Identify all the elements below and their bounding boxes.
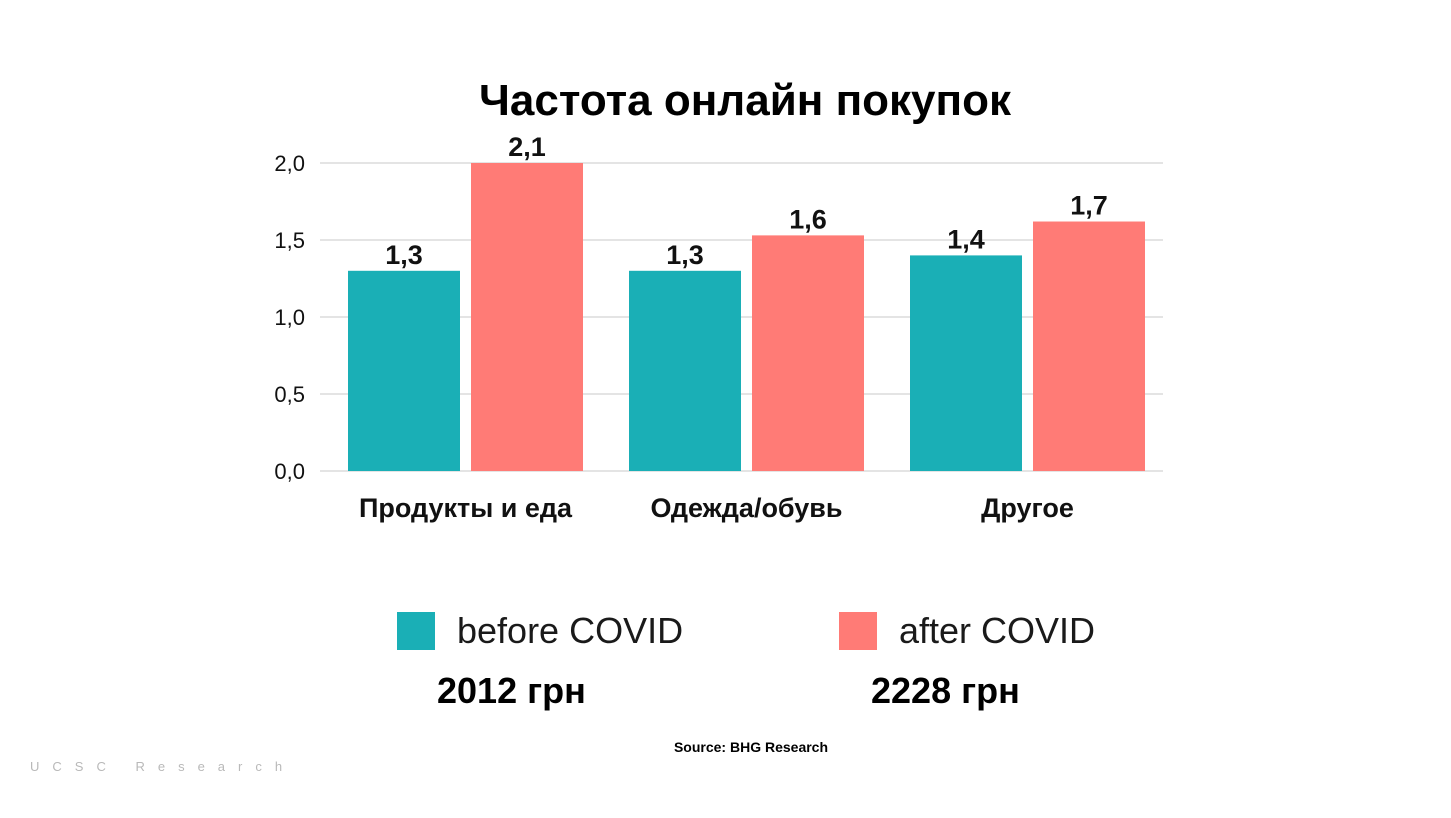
- legend-after-label: after COVID: [899, 610, 1096, 651]
- chart-title: Частота онлайн покупок: [479, 76, 1012, 125]
- legend-after-swatch: [839, 612, 877, 650]
- y-tick-label: 0,0: [274, 459, 305, 484]
- data-label: 1,7: [1070, 191, 1108, 221]
- y-tick-label: 2,0: [274, 151, 305, 176]
- legend-before-swatch: [397, 612, 435, 650]
- bar-before-2: [910, 255, 1022, 471]
- category-labels: Продукты и еда Одежда/обувь Другое: [359, 493, 1074, 523]
- category-label: Одежда/обувь: [651, 493, 843, 523]
- data-label: 1,3: [666, 240, 704, 270]
- gridlines: [320, 162, 1163, 472]
- bars: [348, 163, 1145, 471]
- data-label: 1,4: [947, 224, 985, 254]
- bar-after-0: [471, 163, 583, 471]
- legend-before: before COVID: [397, 610, 683, 652]
- source-note: Source: BHG Research: [673, 739, 829, 755]
- after-amount: 2228 грн: [871, 670, 1020, 711]
- data-label: 1,6: [789, 204, 827, 234]
- data-labels: 1,3 2,1 1,3 1,6 1,4 1,7: [385, 132, 1108, 270]
- bar-after-1: [752, 235, 864, 471]
- legend-before-label: before COVID: [457, 610, 684, 651]
- bar-before-1: [629, 270, 741, 471]
- data-label: 1,3: [385, 240, 423, 270]
- y-tick-label: 0,5: [274, 382, 305, 407]
- y-tick-label: 1,0: [274, 305, 305, 330]
- category-label: Продукты и еда: [359, 493, 573, 523]
- watermark: UCSC Research: [30, 759, 296, 774]
- data-label: 2,1: [508, 132, 546, 162]
- bar-before-0: [348, 270, 460, 471]
- chart: Частота онлайн покупок 0,0 0,5 1,0 1,5 2,0 1…: [274, 76, 1163, 523]
- y-axis-ticks: 0,0 0,5 1,0 1,5 2,0: [274, 151, 305, 484]
- category-label: Другое: [981, 493, 1074, 523]
- y-tick-label: 1,5: [274, 228, 305, 253]
- before-amount: 2012 грн: [437, 670, 586, 711]
- bar-after-2: [1033, 221, 1145, 471]
- legend-after: after COVID: [839, 610, 1095, 652]
